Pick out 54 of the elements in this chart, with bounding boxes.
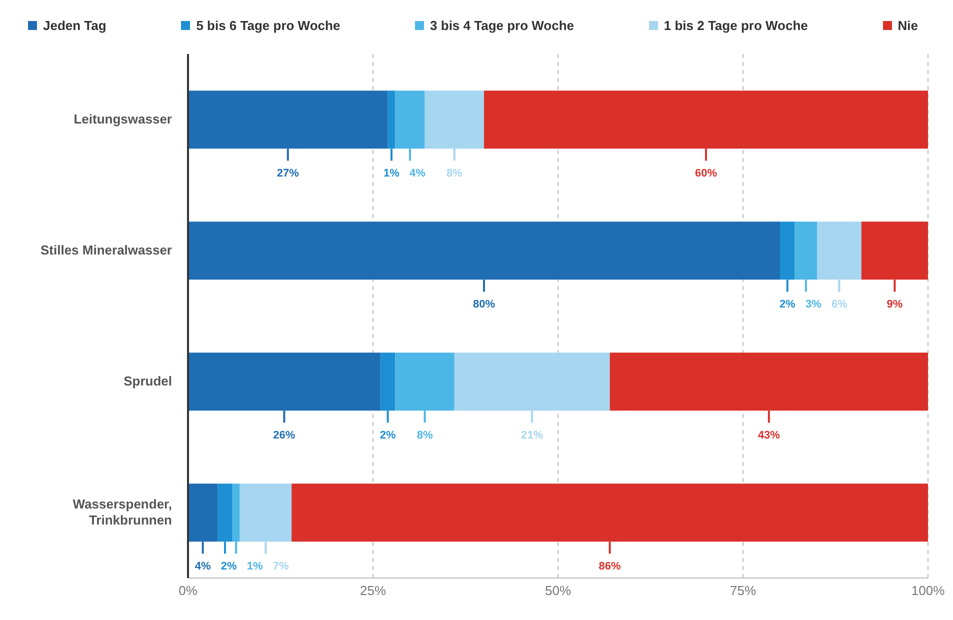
legend-label: Jeden Tag xyxy=(42,18,106,33)
data-label: 1% xyxy=(384,168,400,180)
y-tick-label: Stilles Mineralwasser xyxy=(40,242,172,258)
bar xyxy=(188,222,780,280)
x-tick-label: 50% xyxy=(544,583,572,598)
y-tick-label: Sprudel xyxy=(124,374,172,388)
x-tick-label: 25% xyxy=(360,583,386,598)
bar xyxy=(424,90,484,149)
bar xyxy=(780,222,795,280)
data-label: 2% xyxy=(220,560,237,573)
bar xyxy=(395,90,425,149)
y-tick-label: Wasserspender, Trinkbrunnen xyxy=(72,496,172,528)
data-label: 80% xyxy=(472,298,496,311)
data-label: 60% xyxy=(694,168,718,180)
data-label: 26% xyxy=(273,430,296,442)
data-label: 2% xyxy=(779,298,796,311)
bar xyxy=(794,222,817,280)
data-label: 2% xyxy=(380,430,396,442)
bar xyxy=(817,222,862,280)
bar xyxy=(388,90,396,149)
data-label: 3% xyxy=(805,298,822,311)
bar xyxy=(188,90,388,149)
data-label: 27% xyxy=(276,168,300,180)
legend-label: 3 bis 4 Tage pro Woche xyxy=(429,18,574,33)
data-label: 4% xyxy=(410,168,426,180)
bar xyxy=(610,352,928,411)
data-label: 21% xyxy=(521,430,544,442)
bar xyxy=(218,484,232,542)
bar xyxy=(861,222,928,280)
x-tick-label: 0% xyxy=(178,583,198,598)
bar xyxy=(188,352,380,411)
legend-label: 5 bis 6 Tage pro Woche xyxy=(195,18,340,33)
data-label: 6% xyxy=(831,298,848,311)
bar xyxy=(232,484,240,542)
legend-label: Nie xyxy=(896,18,918,33)
x-tick-label: 100% xyxy=(911,583,946,598)
data-label: 7% xyxy=(272,560,289,573)
legend-label: 1 bis 2 Tage pro Woche xyxy=(662,18,808,33)
bar xyxy=(380,352,396,411)
data-label: 9% xyxy=(886,298,903,311)
data-label: 4% xyxy=(194,560,211,573)
data-label: 8% xyxy=(416,430,433,442)
data-label: 1% xyxy=(246,560,263,573)
y-tick-label: Leitungswasser xyxy=(74,112,172,126)
bar xyxy=(240,484,292,542)
data-label: 86% xyxy=(598,560,622,573)
data-label: 43% xyxy=(758,430,780,442)
bar xyxy=(292,484,928,542)
bar xyxy=(188,484,218,542)
bar xyxy=(454,352,610,411)
bar xyxy=(484,90,928,149)
data-label: 8% xyxy=(446,168,463,180)
bar xyxy=(395,352,454,411)
x-tick-label: 75% xyxy=(730,583,756,598)
